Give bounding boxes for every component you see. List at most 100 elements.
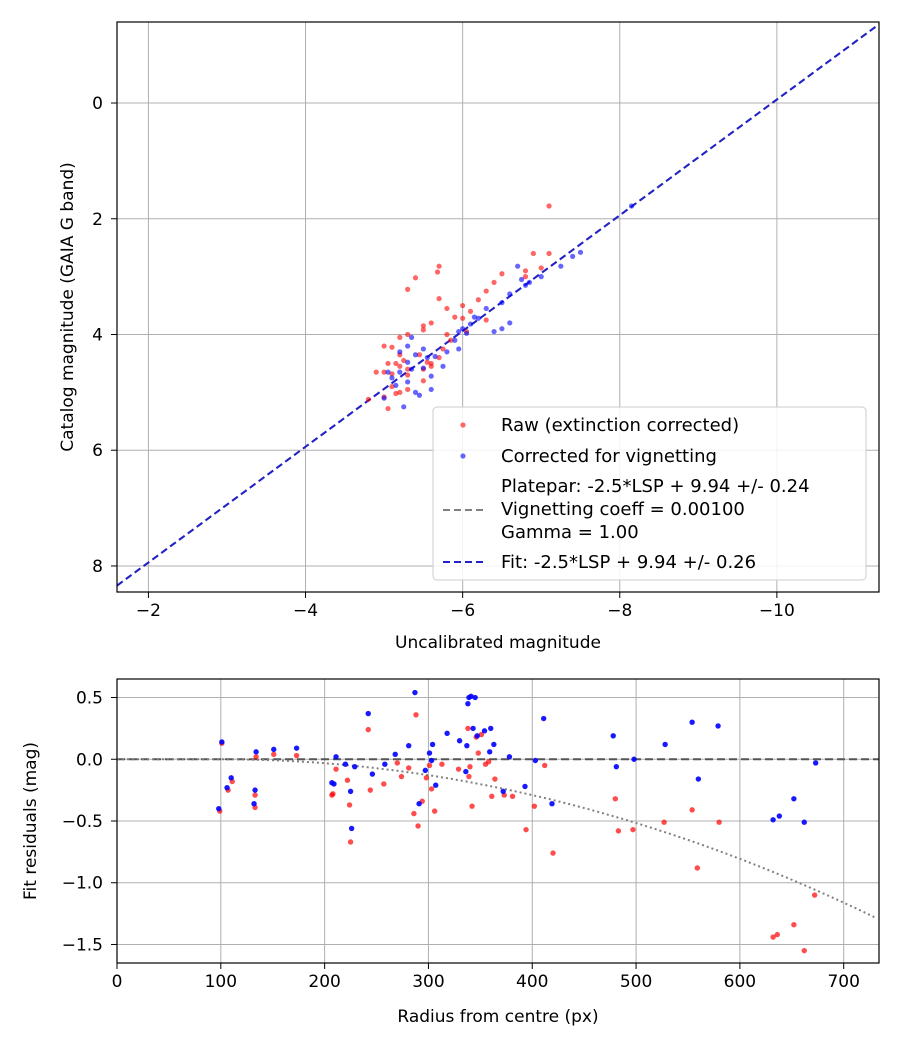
corrected-point bbox=[412, 389, 419, 395]
raw-point bbox=[546, 250, 552, 257]
x-tick-label: 0 bbox=[112, 972, 123, 992]
corrected-residual-point bbox=[481, 728, 488, 734]
raw-residual-point bbox=[423, 775, 430, 781]
raw-point bbox=[546, 203, 552, 209]
raw-point bbox=[389, 344, 395, 350]
corrected-point bbox=[515, 263, 521, 269]
x-tick-label: 200 bbox=[308, 972, 340, 992]
raw-point bbox=[397, 363, 403, 369]
raw-point bbox=[405, 331, 411, 338]
raw-point bbox=[405, 372, 411, 378]
corrected-point bbox=[424, 355, 430, 361]
corrected-point bbox=[507, 320, 513, 326]
raw-point bbox=[436, 296, 442, 302]
corrected-point bbox=[628, 203, 635, 209]
raw-point bbox=[522, 268, 529, 274]
raw-point bbox=[420, 327, 426, 333]
raw-residual-point bbox=[801, 947, 807, 954]
corrected-point bbox=[483, 305, 489, 312]
corrected-point bbox=[408, 334, 415, 340]
raw-residual-point bbox=[478, 731, 485, 738]
raw-point bbox=[385, 360, 391, 367]
y-tick-label: 6 bbox=[92, 441, 103, 461]
x-tick-label: −10 bbox=[759, 601, 795, 621]
y-tick-label: 4 bbox=[92, 325, 103, 345]
x-tick-label: −4 bbox=[293, 601, 318, 621]
corrected-residual-point bbox=[433, 782, 439, 788]
corrected-point bbox=[467, 321, 474, 327]
corrected-point bbox=[456, 346, 462, 352]
corrected-point bbox=[397, 369, 403, 375]
corrected-residual-point bbox=[468, 693, 474, 699]
raw-point bbox=[475, 297, 481, 303]
corrected-point bbox=[428, 373, 434, 379]
corrected-point bbox=[408, 366, 415, 372]
corrected-residual-point bbox=[293, 745, 300, 751]
raw-point bbox=[444, 305, 450, 312]
corrected-point bbox=[401, 404, 407, 410]
corrected-point bbox=[456, 328, 462, 335]
corrected-residual-point bbox=[472, 694, 478, 701]
raw-residual-point bbox=[293, 752, 300, 759]
corrected-point bbox=[499, 300, 505, 306]
raw-residual-point bbox=[485, 759, 492, 765]
raw-point bbox=[389, 371, 395, 377]
raw-residual-point bbox=[428, 786, 435, 792]
y-tick-label: −1.5 bbox=[62, 935, 103, 955]
legend-platepar-line-2: Vignetting coeff = 0.00100 bbox=[501, 499, 745, 520]
corrected-point bbox=[475, 315, 481, 321]
corrected-residual-point bbox=[347, 788, 354, 795]
ticks: 0 100 200 300 400 500 600 700 0.5 0.0 −0.5 −1.0 −1.5 bbox=[62, 689, 860, 992]
corrected-residual-point bbox=[770, 817, 776, 823]
corrected-residual-point bbox=[715, 723, 721, 729]
corrected-point bbox=[385, 369, 391, 375]
vignetting-curve bbox=[117, 758, 878, 920]
y-tick-label: 2 bbox=[92, 210, 103, 230]
corrected-point bbox=[522, 282, 529, 288]
corrected-point bbox=[405, 359, 411, 365]
grid bbox=[116, 679, 879, 963]
raw-point bbox=[499, 271, 505, 277]
corrected-residual-point bbox=[219, 739, 225, 745]
raw-point bbox=[393, 360, 399, 367]
corrected-point bbox=[558, 263, 564, 269]
plot-frame bbox=[116, 21, 880, 593]
corrected-residual-point bbox=[253, 749, 259, 755]
corrected-residual-point bbox=[422, 767, 429, 774]
x-tick-label: 500 bbox=[620, 972, 652, 992]
raw-point bbox=[444, 331, 450, 338]
raw-residual-point bbox=[791, 922, 797, 928]
corrected-residual-point bbox=[801, 819, 807, 825]
legend-fit-label: Fit: -2.5*LSP + 9.94 +/- 0.26 bbox=[501, 552, 756, 573]
raw-residual-point bbox=[542, 762, 548, 769]
corrected-residual-point bbox=[412, 689, 418, 696]
raw-residual-point bbox=[489, 793, 495, 800]
corrected-residual-point bbox=[416, 801, 422, 807]
raw-residual-point bbox=[467, 763, 473, 770]
raw-residual-point bbox=[344, 777, 351, 783]
corrected-residual-point bbox=[429, 741, 436, 748]
corrected-residual-point bbox=[365, 710, 371, 717]
x-tick-label: −8 bbox=[607, 601, 632, 621]
corrected-residual-point bbox=[333, 754, 339, 760]
raw-residual-point bbox=[333, 766, 339, 772]
corrected-residual-point bbox=[352, 763, 358, 770]
raw-point bbox=[440, 346, 446, 352]
y-axis-label: Fit residuals (mag) bbox=[21, 742, 41, 900]
raw-point bbox=[389, 383, 395, 390]
corrected-residual-point bbox=[216, 805, 222, 812]
raw-point bbox=[420, 378, 426, 384]
raw-residual-point bbox=[531, 803, 538, 809]
corrected-point bbox=[538, 274, 544, 280]
corrected-residual-point bbox=[369, 771, 376, 777]
raw-point bbox=[405, 386, 411, 393]
corrected-residual-point bbox=[251, 801, 257, 807]
x-tick-label: 700 bbox=[827, 972, 859, 992]
raw-residual-point bbox=[253, 754, 259, 760]
corrected-residual-point bbox=[348, 825, 355, 832]
raw-point bbox=[405, 366, 411, 372]
y-axis-label: Catalog magnitude (GAIA G band) bbox=[58, 162, 78, 452]
y-tick-label: 0.5 bbox=[76, 689, 103, 709]
